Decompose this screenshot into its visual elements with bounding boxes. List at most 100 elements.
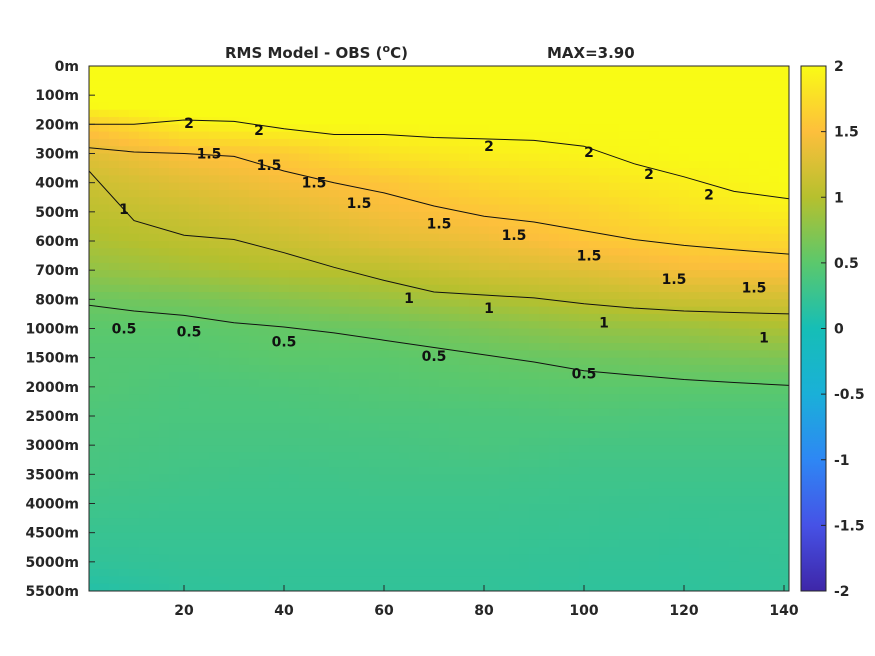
heatmap-cell bbox=[509, 102, 520, 111]
heatmap-cell bbox=[619, 343, 630, 351]
heatmap-cell bbox=[699, 109, 710, 118]
heatmap-cell bbox=[159, 481, 170, 490]
heatmap-cell bbox=[159, 510, 170, 519]
heatmap-cell bbox=[319, 299, 330, 308]
heatmap-cell bbox=[169, 189, 180, 198]
heatmap-cell bbox=[239, 518, 250, 526]
heatmap-cell bbox=[319, 481, 330, 490]
heatmap-cell bbox=[149, 87, 160, 96]
heatmap-cell bbox=[179, 496, 190, 505]
heatmap-cell bbox=[739, 423, 750, 432]
heatmap-cell bbox=[619, 73, 630, 82]
heatmap-cell bbox=[579, 270, 590, 279]
heatmap-cell bbox=[379, 328, 390, 337]
heatmap-cell bbox=[629, 488, 640, 497]
heatmap-cell bbox=[179, 241, 190, 249]
heatmap-cell bbox=[729, 437, 740, 446]
heatmap-cell bbox=[469, 379, 480, 388]
heatmap-cell bbox=[649, 168, 660, 176]
heatmap-cell bbox=[779, 284, 789, 293]
heatmap-cell bbox=[489, 481, 500, 490]
heatmap-cell bbox=[589, 430, 600, 439]
heatmap-cell bbox=[89, 146, 100, 155]
heatmap-cell bbox=[149, 576, 160, 585]
heatmap-cell bbox=[139, 554, 150, 563]
heatmap-cell bbox=[489, 270, 500, 279]
heatmap-cell bbox=[359, 437, 370, 446]
heatmap-cell bbox=[369, 379, 380, 388]
heatmap-cell bbox=[109, 547, 120, 556]
heatmap-cell bbox=[679, 80, 690, 89]
heatmap-cell bbox=[259, 255, 270, 264]
heatmap-cell bbox=[359, 182, 370, 191]
heatmap-cell bbox=[249, 488, 260, 497]
heatmap-cell bbox=[279, 488, 290, 497]
heatmap-cell bbox=[309, 547, 320, 556]
heatmap-cell bbox=[389, 102, 400, 111]
heatmap-cell bbox=[459, 211, 470, 220]
heatmap-cell bbox=[319, 189, 330, 198]
heatmap-cell bbox=[149, 488, 160, 497]
heatmap-cell bbox=[669, 292, 680, 300]
heatmap-cell bbox=[499, 459, 510, 468]
heatmap-cell bbox=[449, 343, 460, 351]
heatmap-cell bbox=[379, 343, 390, 351]
heatmap-cell bbox=[199, 219, 210, 228]
heatmap-cell bbox=[129, 277, 140, 286]
heatmap-cell bbox=[699, 168, 710, 176]
heatmap-cell bbox=[159, 343, 170, 351]
heatmap-cell bbox=[669, 372, 680, 381]
heatmap-cell bbox=[299, 379, 310, 388]
heatmap-cell bbox=[439, 182, 450, 191]
heatmap-cell bbox=[419, 168, 430, 176]
heatmap-cell bbox=[569, 248, 580, 257]
heatmap-cell bbox=[559, 109, 570, 118]
heatmap-cell bbox=[249, 583, 260, 591]
heatmap-cell bbox=[139, 576, 150, 585]
heatmap-cell bbox=[179, 255, 190, 264]
heatmap-cell bbox=[189, 408, 200, 417]
heatmap-cell bbox=[389, 525, 400, 534]
heatmap-cell bbox=[779, 372, 789, 381]
heatmap-cell bbox=[189, 211, 200, 220]
heatmap-cell bbox=[609, 255, 620, 264]
heatmap-cell bbox=[209, 394, 220, 403]
heatmap-cell bbox=[559, 248, 570, 257]
heatmap-cell bbox=[459, 561, 470, 570]
heatmap-cell bbox=[239, 459, 250, 468]
heatmap-cell bbox=[619, 197, 630, 206]
heatmap-cell bbox=[599, 364, 610, 373]
heatmap-cell bbox=[189, 292, 200, 300]
heatmap-cell bbox=[99, 168, 110, 176]
heatmap-cell bbox=[319, 488, 330, 497]
heatmap-cell bbox=[299, 335, 310, 344]
heatmap-cell bbox=[669, 525, 680, 534]
heatmap-cell bbox=[779, 117, 789, 125]
heatmap-cell bbox=[569, 146, 580, 155]
heatmap-cell bbox=[299, 124, 310, 133]
heatmap-cell bbox=[229, 481, 240, 490]
heatmap-cell bbox=[539, 226, 550, 235]
heatmap-cell bbox=[459, 102, 470, 111]
heatmap-cell bbox=[159, 394, 170, 403]
heatmap-cell bbox=[659, 124, 670, 133]
heatmap-cell bbox=[379, 364, 390, 373]
heatmap-cell bbox=[609, 423, 620, 432]
heatmap-cell bbox=[309, 518, 320, 526]
heatmap-cell bbox=[669, 87, 680, 96]
heatmap-cell bbox=[289, 401, 300, 410]
heatmap-cell bbox=[669, 394, 680, 403]
heatmap-cell bbox=[599, 138, 610, 147]
heatmap-cell bbox=[719, 437, 730, 446]
heatmap-cell bbox=[539, 248, 550, 257]
heatmap-cell bbox=[319, 539, 330, 548]
heatmap-cell bbox=[349, 95, 360, 104]
heatmap-cell bbox=[239, 335, 250, 344]
heatmap-cell bbox=[189, 328, 200, 337]
heatmap-cell bbox=[739, 576, 750, 585]
heatmap-cell bbox=[709, 124, 720, 133]
heatmap-cell bbox=[339, 510, 350, 519]
heatmap-cell bbox=[439, 109, 450, 118]
heatmap-cell bbox=[379, 211, 390, 220]
heatmap-cell bbox=[749, 233, 760, 242]
